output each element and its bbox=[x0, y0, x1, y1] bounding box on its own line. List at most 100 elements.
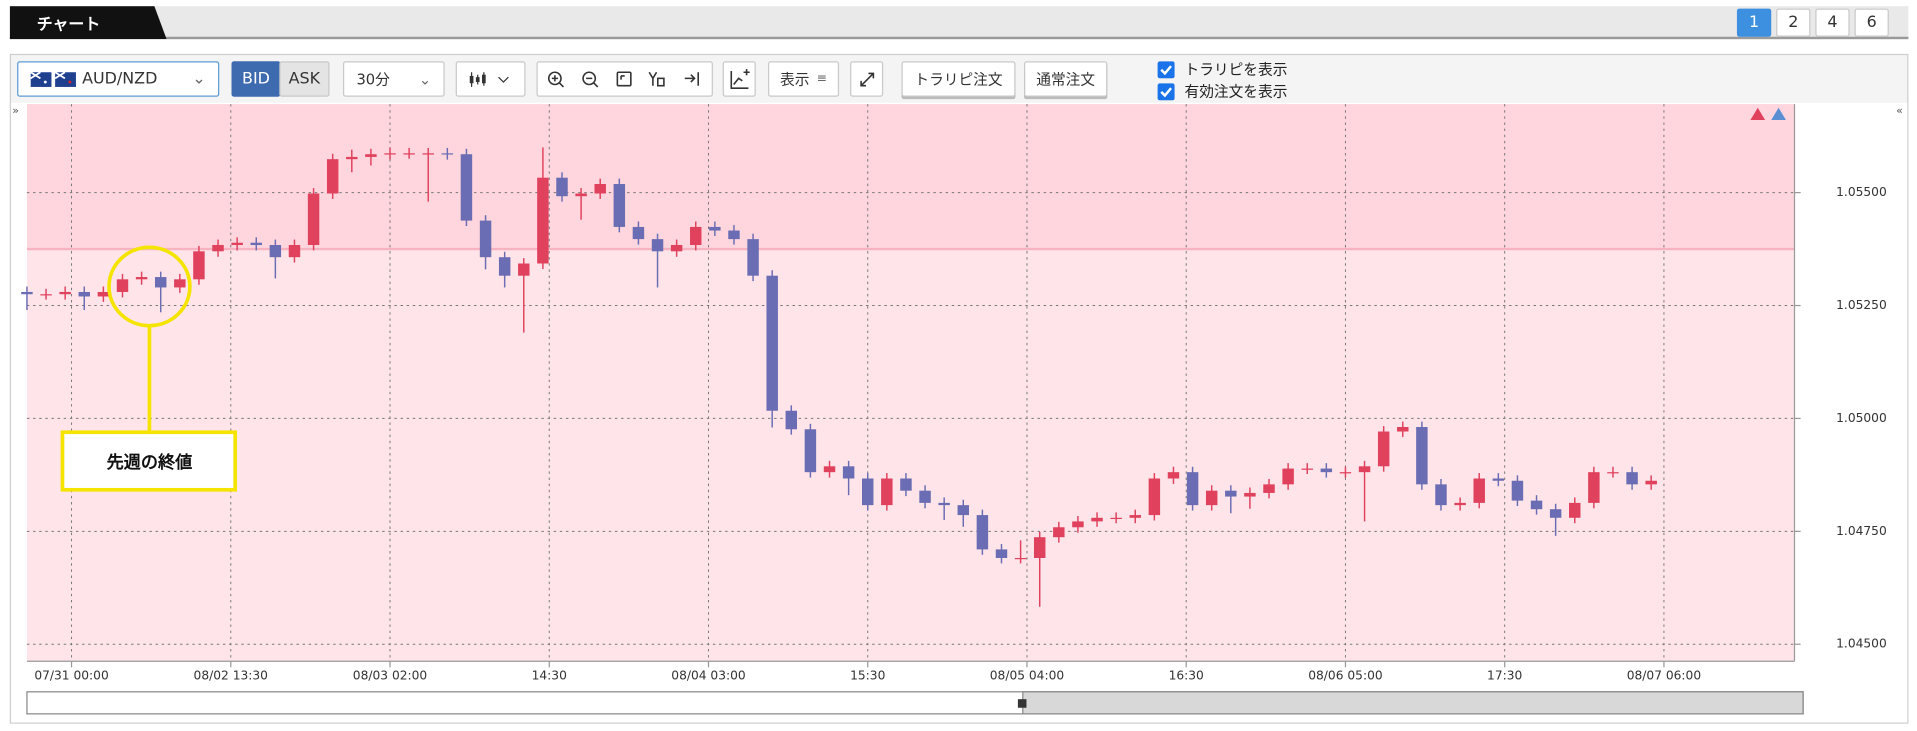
symbol-select[interactable]: AUD/NZD ⌄ bbox=[17, 61, 220, 97]
zoom-tools[interactable] bbox=[536, 61, 713, 97]
candle-body bbox=[1358, 466, 1371, 473]
tab-bar bbox=[9, 6, 1909, 40]
candle-body bbox=[403, 153, 415, 155]
checkbox[interactable] bbox=[1157, 61, 1175, 79]
candle-body bbox=[1244, 492, 1256, 497]
x-tick-label: 17:30 bbox=[1487, 668, 1522, 682]
fullscreen-button[interactable] bbox=[850, 61, 884, 97]
y-tick-label: 1.05000 bbox=[1836, 411, 1887, 425]
candle-body bbox=[1454, 502, 1466, 506]
indicator-icon bbox=[729, 68, 750, 89]
callout-text: 先週の終値 bbox=[107, 452, 193, 473]
candle-body bbox=[670, 244, 683, 252]
plot bbox=[21, 104, 1795, 662]
y-tick-label: 1.05250 bbox=[1836, 298, 1887, 312]
candle-body bbox=[365, 154, 377, 157]
candle-body bbox=[900, 478, 912, 491]
candle-body bbox=[709, 226, 721, 231]
callout-box bbox=[60, 430, 238, 492]
up-triangle[interactable] bbox=[1750, 107, 1766, 120]
candle-body bbox=[1263, 484, 1275, 493]
candle-body bbox=[632, 226, 645, 240]
candle-body bbox=[212, 244, 224, 252]
candle-body bbox=[59, 291, 71, 295]
candle-body bbox=[384, 153, 396, 155]
x-tick-label: 08/04 03:00 bbox=[671, 668, 745, 682]
candle-body bbox=[116, 279, 129, 292]
candle-body bbox=[919, 490, 931, 503]
checkbox[interactable] bbox=[1157, 83, 1175, 101]
traripi-order-button[interactable]: トラリピ注文 bbox=[901, 61, 1016, 97]
candle-body bbox=[1377, 431, 1390, 467]
scroll-thumb[interactable] bbox=[1022, 691, 1804, 715]
x-tick-label: 16:30 bbox=[1169, 668, 1204, 682]
candle-body bbox=[1225, 490, 1237, 497]
page-button[interactable]: 4 bbox=[1815, 8, 1850, 37]
display-button[interactable]: 表示 ≡ bbox=[768, 61, 840, 97]
candle-body bbox=[250, 242, 262, 245]
candle-body bbox=[842, 466, 855, 479]
bid-button[interactable]: BID bbox=[231, 61, 281, 97]
scroll-handle[interactable] bbox=[1017, 699, 1027, 708]
candle-body bbox=[1091, 517, 1103, 522]
candle-body bbox=[747, 239, 759, 276]
page-button[interactable]: 2 bbox=[1776, 8, 1811, 37]
candle-body bbox=[154, 277, 167, 288]
candle-body bbox=[1301, 468, 1313, 470]
candle-body bbox=[174, 279, 186, 288]
checkbox-label: トラリピを表示 bbox=[1184, 61, 1288, 79]
chart-type-select[interactable] bbox=[455, 61, 526, 97]
candle-body bbox=[976, 515, 989, 550]
candle-body bbox=[1320, 468, 1333, 473]
interval-select[interactable]: 30分 ⌄ bbox=[342, 61, 445, 97]
candle-body bbox=[1473, 478, 1485, 503]
x-tick-label: 08/03 02:00 bbox=[353, 668, 427, 682]
candle-body bbox=[556, 177, 568, 197]
page-button[interactable]: 6 bbox=[1854, 8, 1889, 37]
candle-body bbox=[498, 257, 511, 276]
candle-body bbox=[594, 184, 606, 194]
candle-body bbox=[326, 159, 339, 194]
dropdown-arrow: ⌄ bbox=[418, 70, 432, 88]
checkbox-row[interactable]: トラリピを表示 bbox=[1157, 59, 1288, 81]
candle-body bbox=[1435, 484, 1447, 506]
checkbox-group: トラリピを表示 有効注文を表示 bbox=[1157, 59, 1288, 103]
candle-body bbox=[804, 429, 817, 473]
normal-order-button[interactable]: 通常注文 bbox=[1024, 61, 1108, 97]
candle-body bbox=[97, 291, 110, 297]
candle-body bbox=[479, 220, 492, 258]
candle-body bbox=[938, 502, 950, 506]
candle-body bbox=[823, 466, 836, 473]
candle-body bbox=[269, 244, 282, 258]
candle-body bbox=[1588, 472, 1600, 503]
candle-body bbox=[1282, 468, 1294, 485]
candle-body bbox=[21, 291, 33, 295]
candle-body bbox=[1511, 480, 1524, 501]
candle-body bbox=[575, 193, 587, 197]
fullscreen-icon bbox=[859, 72, 874, 86]
checkbox-label: 有効注文を表示 bbox=[1184, 83, 1288, 101]
candle-body bbox=[193, 251, 205, 280]
down-triangle[interactable] bbox=[1771, 107, 1786, 120]
candle-body bbox=[995, 549, 1008, 558]
candle-body bbox=[422, 153, 434, 155]
indicator-button[interactable] bbox=[722, 61, 756, 97]
candle-body bbox=[1033, 537, 1046, 558]
collapse-left[interactable]: » bbox=[12, 104, 19, 117]
checkbox-row[interactable]: 有効注文を表示 bbox=[1157, 81, 1288, 103]
page-button[interactable]: 1 bbox=[1736, 8, 1772, 37]
candle-body bbox=[1148, 478, 1161, 516]
dropdown-arrow: ⌄ bbox=[192, 69, 206, 89]
interval: 30分 bbox=[356, 71, 390, 89]
tab-title[interactable]: チャート bbox=[36, 15, 101, 35]
ask-button[interactable]: ASK bbox=[279, 61, 330, 97]
candle-body bbox=[1397, 427, 1409, 432]
collapse-right[interactable]: « bbox=[1896, 104, 1903, 117]
upper-zone bbox=[26, 104, 1795, 250]
x-tick-label: 14:30 bbox=[532, 668, 567, 682]
candle-body bbox=[1645, 480, 1657, 485]
candle-body bbox=[78, 291, 91, 297]
display-label: 表示 bbox=[780, 71, 810, 89]
